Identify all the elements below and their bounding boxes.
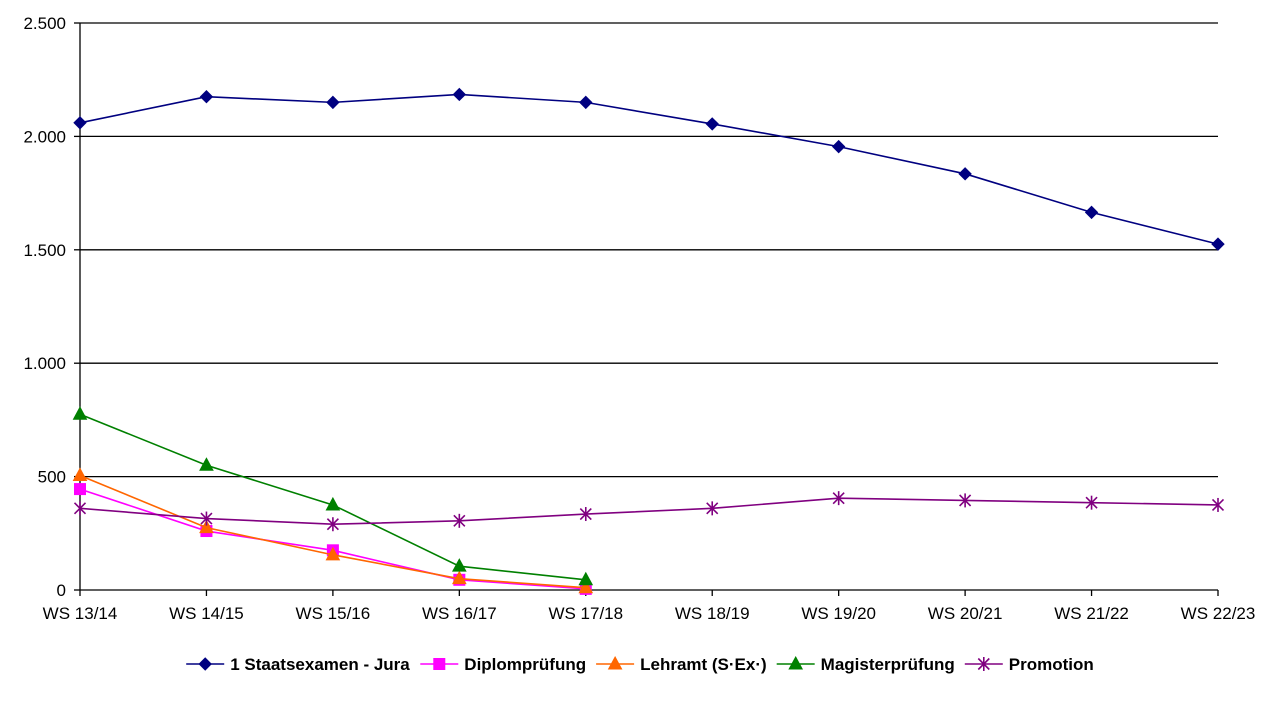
x-tick-label: WS 18/19 [675,604,750,623]
legend-item: Magisterprüfung [776,655,955,674]
data-point [452,87,467,102]
data-point [831,139,846,154]
legend-marker [977,657,990,671]
x-tick-label: WS 15/16 [296,604,371,623]
series-line [79,497,1219,526]
legend-label: Magisterprüfung [821,655,955,674]
data-point [1084,205,1099,220]
series-layer [72,87,1225,595]
gridlines [80,22,1218,478]
data-point [706,501,719,516]
data-point [451,558,467,572]
data-point [72,467,88,481]
x-tick-label: WS 22/23 [1181,604,1256,623]
legend-marker [788,655,804,670]
data-point [199,519,214,534]
data-point [1211,497,1225,512]
data-point [326,95,340,110]
legend-item: Promotion [964,655,1094,674]
data-point [74,483,86,496]
x-tick-label: WS 19/20 [801,604,876,623]
x-tick-label: WS 14/15 [169,604,244,623]
data-point [832,491,845,506]
data-point [199,90,214,104]
data-point [325,496,341,511]
series-line [79,93,1219,245]
y-tick-label: 500 [38,468,66,487]
data-point [73,116,87,130]
data-point [325,546,341,561]
data-point [1085,495,1098,510]
data-point [72,406,88,420]
data-point [959,493,972,508]
x-tick-label: WS 17/18 [548,604,623,623]
y-tick-label: 0 [57,581,66,600]
x-tick-label: WS 21/22 [1054,604,1129,623]
legend-label: Promotion [1009,655,1094,674]
data-point [579,507,592,522]
data-point [958,167,972,181]
legend-item: Diplomprüfung [420,655,586,674]
data-point [579,95,593,110]
series-0 [73,87,1225,251]
legend: 1 Staatsexamen - Jura Diplomprüfung Lehram… [186,655,1094,674]
y-tick-label: 2.500 [23,14,66,33]
legend-label: Diplomprüfung [464,655,586,674]
legend-label: 1 Staatsexamen - Jura [230,655,410,674]
y-tick-label: 1.000 [23,354,66,373]
data-point [453,513,466,528]
legend-label: Lehramt (S·Ex·) [640,655,767,674]
series-4 [73,491,1225,532]
y-tick-label: 2.000 [23,127,66,146]
legend-item: 1 Staatsexamen - Jura [186,655,410,674]
legend-item: Lehramt (S·Ex·) [596,655,767,674]
axes: 0 500 1.000 1.500 2.000 2.500 WS 13/14 WS 14/15… [23,14,1255,623]
legend-marker [433,658,446,670]
data-point [326,517,339,532]
series-3 [72,406,594,586]
data-point [705,117,719,131]
data-point [578,579,594,594]
legend-marker [198,657,212,671]
series-2 [72,467,594,594]
data-point [578,571,594,586]
data-point [1211,237,1225,251]
x-tick-label: WS 20/21 [928,604,1003,623]
x-tick-label: WS 16/17 [422,604,497,623]
data-point [73,501,87,516]
x-tick-label: WS 13/14 [43,604,118,623]
y-tick-label: 1.500 [23,241,66,260]
legend-marker [607,655,623,670]
data-point [199,457,214,471]
data-point [451,570,467,585]
data-point [200,511,213,526]
